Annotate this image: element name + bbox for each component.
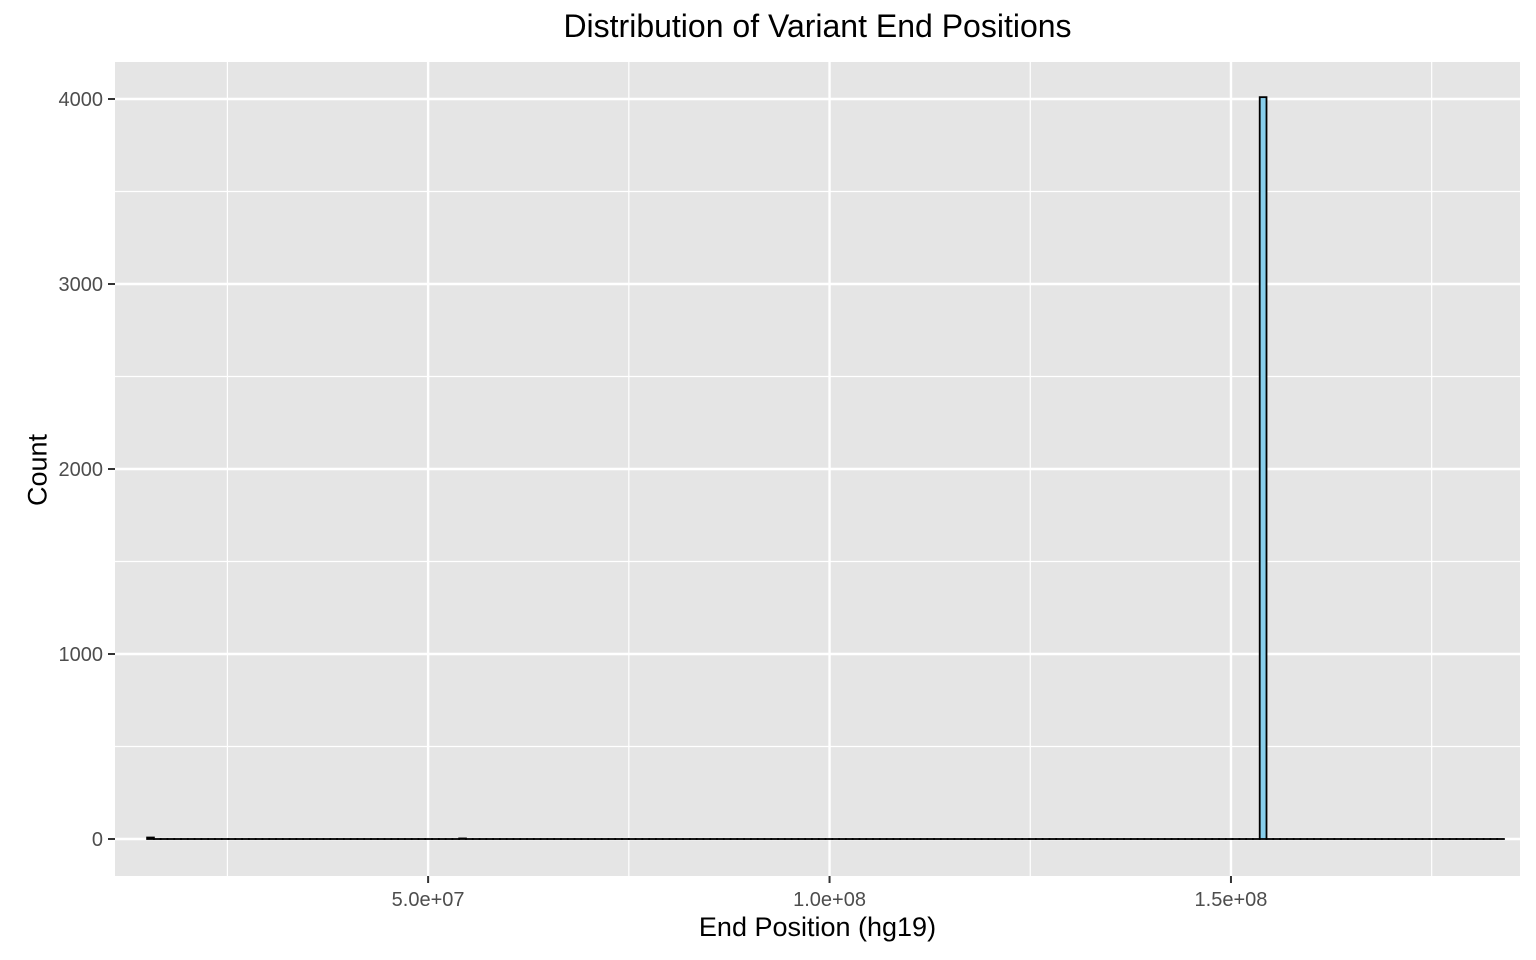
x-tick-label: 1.5e+08 bbox=[1195, 889, 1268, 911]
y-tick-label: 0 bbox=[92, 829, 103, 851]
histogram-bar bbox=[146, 836, 155, 840]
y-tick-label: 1000 bbox=[59, 644, 104, 666]
y-tick-label: 4000 bbox=[59, 89, 104, 111]
x-axis: 5.0e+07 1.0e+08 1.5e+08 bbox=[392, 876, 1268, 911]
y-axis: 0 1000 2000 3000 4000 bbox=[59, 89, 115, 851]
x-tick-label: 5.0e+07 bbox=[392, 889, 465, 911]
x-axis-label: End Position (hg19) bbox=[698, 912, 937, 942]
histogram-bar bbox=[1258, 96, 1268, 840]
chart-title: Distribution of Variant End Positions bbox=[563, 8, 1072, 44]
histogram-bar bbox=[458, 837, 467, 840]
y-tick-label: 3000 bbox=[59, 274, 104, 296]
histogram-bars bbox=[146, 96, 1505, 840]
y-tick-label: 2000 bbox=[59, 459, 104, 481]
x-tick-label: 1.0e+08 bbox=[793, 889, 866, 911]
